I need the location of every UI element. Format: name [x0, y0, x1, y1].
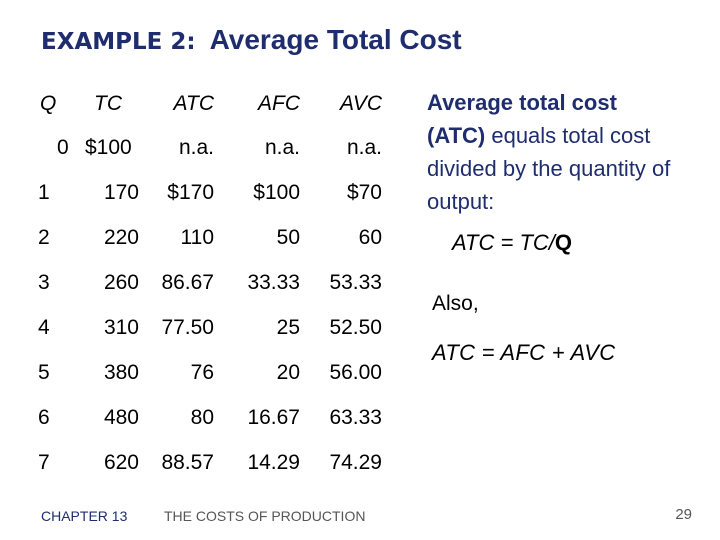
cell-avc: n.a.: [346, 136, 382, 159]
cell-avc: 52.50: [329, 316, 382, 339]
cell-afc: 16.67: [247, 406, 300, 429]
table-row: 3 260 86.67 33.33 53.33: [32, 261, 384, 306]
cell-q: 0: [57, 136, 69, 159]
cell-q: 2: [38, 226, 50, 249]
cell-atc: 86.67: [161, 271, 214, 294]
definition-atc-abbrev: (ATC): [427, 123, 486, 148]
cell-avc: $70: [346, 181, 382, 204]
table-row: 0 $100 n.a. n.a. n.a.: [32, 126, 384, 171]
cell-tc: 310: [103, 316, 139, 339]
page-number: 29: [675, 506, 692, 523]
cell-avc: 60: [358, 226, 382, 249]
table-row: 2 220 110 50 60: [32, 216, 384, 261]
cell-tc: $100: [85, 136, 132, 159]
cell-tc: 260: [103, 271, 139, 294]
cell-tc: 220: [103, 226, 139, 249]
footer-chapter: CHAPTER 13: [41, 508, 128, 524]
header-afc: AFC: [258, 92, 300, 115]
cell-afc: n.a.: [264, 136, 300, 159]
table-row: 5 380 76 20 56.00: [32, 351, 384, 396]
cell-q: 6: [38, 406, 50, 429]
also-label: Also,: [432, 292, 479, 315]
atc-definition: Average total cost (ATC) equals total co…: [427, 86, 697, 218]
formula-atc-tc-q: ATC = TC/Q: [452, 230, 572, 256]
cell-atc: 110: [180, 226, 214, 249]
table-row: 6 480 80 16.67 63.33: [32, 396, 384, 441]
cell-atc: n.a.: [178, 136, 214, 159]
title-main: Average Total Cost: [209, 24, 462, 55]
table-row: 7 620 88.57 14.29 74.29: [32, 441, 384, 486]
cell-atc: $170: [167, 181, 214, 204]
slide-title: EXAMPLE 2: Average Total Cost: [41, 24, 462, 56]
cell-avc: 63.33: [329, 406, 382, 429]
cell-avc: 74.29: [329, 451, 382, 474]
cell-q: 1: [38, 181, 50, 204]
footer-topic: THE COSTS OF PRODUCTION: [164, 508, 366, 524]
cost-table: Q TC ATC AFC AVC 0 $100 n.a. n.a. n.a. 1…: [32, 82, 384, 486]
cell-afc: 33.33: [247, 271, 300, 294]
cell-q: 3: [38, 271, 50, 294]
cell-afc: 14.29: [247, 451, 300, 474]
definition-rest: equals total cost divided by the quantit…: [427, 123, 671, 214]
cell-afc: $100: [253, 181, 300, 204]
table-row: 4 310 77.50 25 52.50: [32, 306, 384, 351]
cell-q: 7: [38, 451, 50, 474]
formula-atc-q: Q: [554, 230, 573, 255]
cell-afc: 25: [276, 316, 300, 339]
cell-tc: 480: [103, 406, 139, 429]
cell-atc: 80: [190, 406, 214, 429]
cell-q: 5: [38, 361, 50, 384]
header-q: Q: [40, 92, 57, 115]
formula-atc-left: ATC = TC/: [452, 230, 555, 255]
cell-tc: 170: [103, 181, 139, 204]
cell-atc: 77.50: [161, 316, 214, 339]
header-atc: ATC: [173, 92, 214, 115]
cell-atc: 88.57: [161, 451, 214, 474]
cell-q: 4: [38, 316, 50, 339]
definition-lead: Average total cost: [427, 90, 617, 115]
cell-avc: 53.33: [329, 271, 382, 294]
cell-tc: 620: [103, 451, 139, 474]
table-header-row: Q TC ATC AFC AVC: [32, 82, 384, 126]
cell-tc: 380: [103, 361, 139, 384]
table-row: 1 170 $170 $100 $70: [32, 171, 384, 216]
cell-avc: 56.00: [329, 361, 382, 384]
header-tc: TC: [94, 92, 122, 115]
title-prefix: EXAMPLE 2:: [41, 29, 196, 55]
cell-afc: 50: [276, 226, 300, 249]
header-avc: AVC: [339, 92, 382, 115]
formula-atc-afc-avc: ATC = AFC + AVC: [432, 340, 616, 365]
cell-afc: 20: [276, 361, 300, 384]
cell-atc: 76: [190, 361, 214, 384]
